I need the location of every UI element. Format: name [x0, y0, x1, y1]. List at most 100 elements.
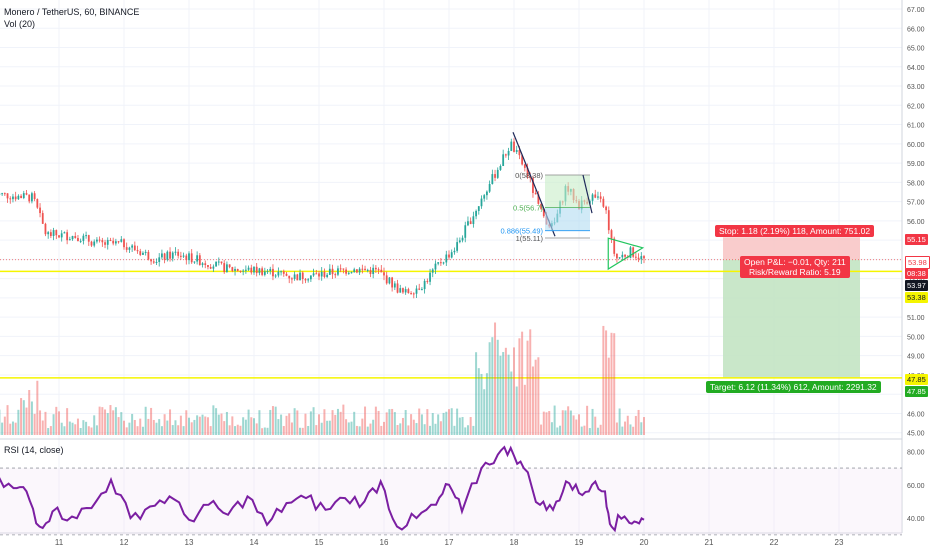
candle-body	[112, 240, 115, 244]
target-label[interactable]: Target: 6.12 (11.34%) 612, Amount: 2291.…	[706, 381, 881, 393]
volume-bar	[136, 426, 139, 435]
candle-body	[250, 267, 253, 273]
volume-bar	[507, 354, 510, 435]
volume-bar	[358, 426, 361, 435]
chart-drawings[interactable]: 0(58.38) 0.5(56.7) 0.886(55.49)1(55.11)	[500, 132, 645, 271]
candle-body	[328, 268, 331, 275]
volume-bar	[632, 426, 635, 435]
volume-bar	[418, 408, 421, 435]
candle-body	[193, 261, 196, 263]
price-tick-label: 63.00	[907, 84, 925, 91]
volume-bar	[299, 427, 302, 435]
target-zone[interactable]	[723, 259, 860, 378]
volume-bar	[326, 420, 329, 435]
volume-bar	[255, 423, 258, 435]
volume-bar	[253, 418, 255, 435]
open-pnl-label[interactable]: Open P&L: −0.01, Qty: 211 Risk/Reward Ra…	[740, 256, 850, 278]
fib-zone-blue[interactable]	[545, 207, 590, 231]
candle-body	[255, 266, 258, 274]
candle-body	[540, 203, 542, 209]
target-price-tag: 47.85	[905, 386, 928, 397]
volume-bar	[599, 424, 602, 435]
volume-bar	[640, 422, 643, 435]
volume-bar	[223, 421, 226, 435]
rsi-legend[interactable]: RSI (14, close)	[4, 445, 64, 455]
price-axis[interactable]: 67.00 66.00 65.00 64.00 63.00 62.00 61.00 60.00…	[907, 7, 925, 523]
volume-bar	[488, 342, 491, 435]
candle-body	[418, 288, 421, 290]
volume-bar	[179, 415, 182, 435]
candle-body	[114, 241, 117, 244]
volume-bar	[353, 411, 356, 435]
volume-bar	[147, 418, 150, 435]
volume-bar	[415, 423, 418, 435]
candle-body	[139, 251, 142, 255]
volume-bar	[410, 414, 413, 435]
volume-bar	[510, 371, 513, 435]
fib-level-label: 0.5(56.7)	[513, 203, 544, 212]
symbol-legend[interactable]: Monero / TetherUS, 60, BINANCE	[4, 7, 140, 17]
candle-body	[215, 261, 217, 267]
candle-body	[453, 250, 456, 253]
candle-body	[174, 251, 177, 253]
candle-body	[1, 193, 4, 195]
candle-body	[431, 269, 434, 273]
candle-body	[74, 236, 77, 239]
candle-body	[120, 239, 123, 242]
prev-price-tag: 53.97	[905, 280, 928, 291]
candle-body	[133, 245, 136, 251]
volume-bar	[361, 418, 364, 435]
candle-body	[207, 265, 209, 267]
candle-body	[499, 166, 502, 170]
candle-body	[39, 207, 41, 214]
candle-body	[380, 269, 383, 273]
volume-bar	[610, 332, 613, 435]
volume-bar	[20, 398, 23, 435]
wave-line[interactable]	[582, 174, 593, 214]
candle-body	[244, 269, 247, 271]
volume-bar	[193, 419, 196, 435]
volume-bar	[548, 411, 551, 435]
volume-bar	[166, 420, 169, 435]
candle-body	[339, 268, 342, 270]
volume-bar	[366, 426, 369, 435]
volume-bar	[312, 407, 315, 435]
volume-bar	[518, 338, 521, 435]
volume-bar	[266, 427, 269, 435]
volume-bar	[331, 410, 334, 435]
volume-bar	[277, 419, 280, 435]
volume-bar	[47, 428, 50, 435]
candle-body	[412, 293, 415, 295]
candle-body	[128, 247, 131, 250]
fib-zone-green[interactable]	[545, 175, 590, 208]
volume-bar	[74, 424, 77, 435]
stop-zone[interactable]	[723, 237, 860, 260]
candle-body	[337, 268, 339, 275]
volume-bar	[247, 409, 250, 435]
volume-bar	[491, 337, 494, 435]
time-tick-label: 21	[705, 538, 714, 547]
volume-legend[interactable]: Vol (20)	[4, 19, 36, 29]
volume-bar	[594, 416, 597, 435]
candle-body	[47, 232, 50, 235]
volume-bar	[236, 424, 239, 435]
candle-body	[274, 275, 277, 277]
volume-bar	[426, 409, 429, 435]
candle-body	[291, 278, 293, 280]
volume-bar	[399, 423, 402, 435]
candle-body	[383, 272, 385, 276]
volume-bar	[68, 421, 71, 435]
triangle-pattern[interactable]	[607, 237, 645, 271]
volume-bar	[60, 422, 63, 435]
volume-bar	[274, 406, 277, 435]
time-axis[interactable]: 11 12 13 14 15 16 17 18 19 20 21 22 23	[55, 538, 844, 547]
candle-body	[231, 267, 234, 271]
candle-body	[637, 257, 640, 260]
candle-body	[166, 251, 169, 260]
candle-body	[486, 191, 488, 196]
volume-bar	[336, 408, 339, 435]
volume-bar	[14, 422, 17, 435]
stop-label[interactable]: Stop: 1.18 (2.19%) 118, Amount: 751.02	[715, 225, 875, 237]
volume-bar	[228, 425, 231, 435]
